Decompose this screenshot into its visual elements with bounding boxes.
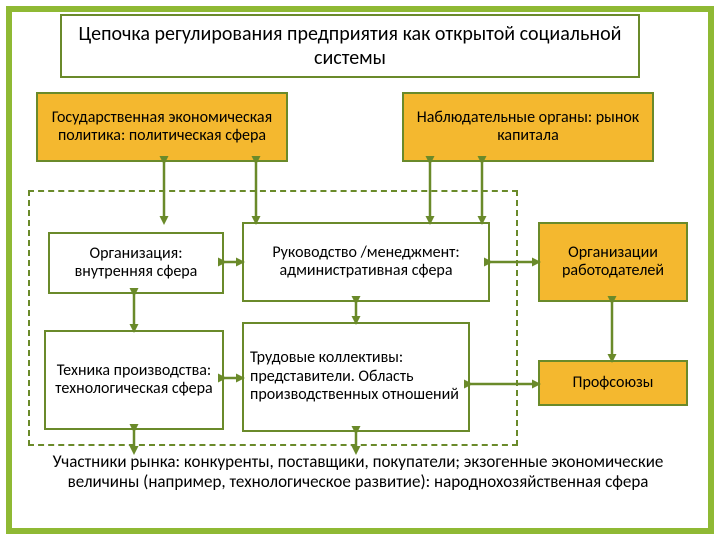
box-management: Руководство /менеджмент: административна… [242, 222, 490, 302]
box-government-policy: Государственная экономическая политика: … [36, 92, 288, 162]
box-employers-orgs: Организации работодателей [538, 222, 688, 302]
diagram-title: Цепочка регулирования предприятия как от… [60, 14, 640, 78]
box-labor-collectives: Трудовые коллективы: представители. Обла… [242, 322, 470, 432]
box-technology: Техника производства: технологическая сф… [44, 330, 224, 430]
box-trade-unions: Профсоюзы [538, 360, 688, 406]
footer-text: Участники рынка: конкуренты, поставщики,… [40, 452, 676, 493]
box-supervisory-bodies: Наблюдательные органы: рынок капитала [402, 92, 654, 162]
box-organization: Организация: внутренняя сфера [48, 232, 224, 294]
